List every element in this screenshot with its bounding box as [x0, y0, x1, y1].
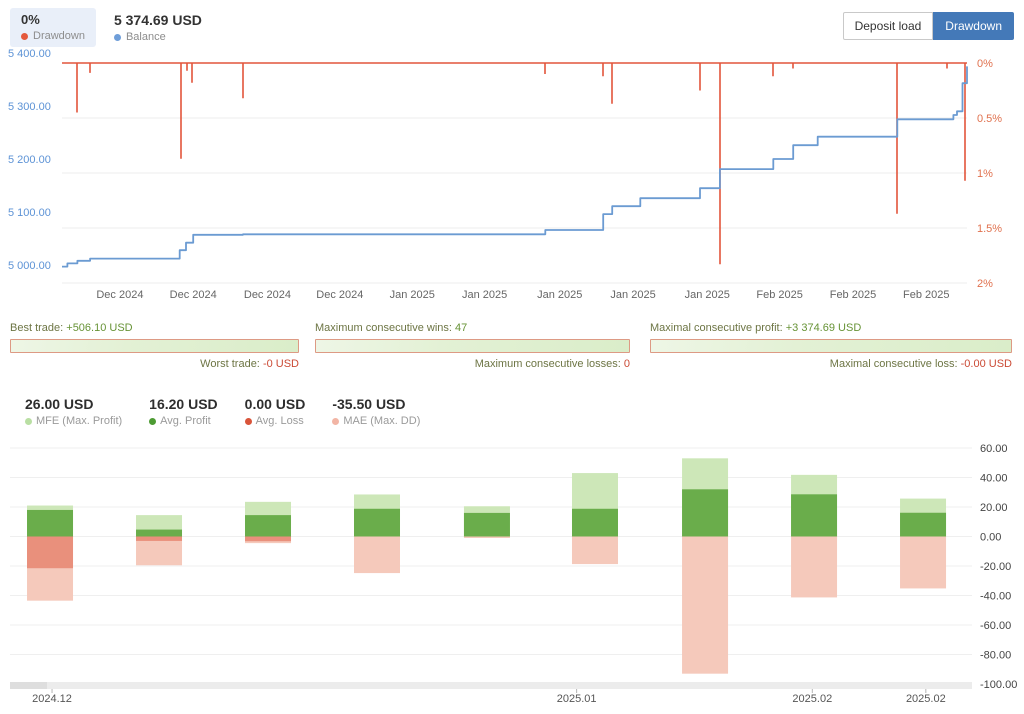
svg-text:-20.00: -20.00 [980, 561, 1011, 573]
max-consecutive-loss-label: Maximal consecutive loss: [829, 358, 958, 370]
svg-text:5 100.00: 5 100.00 [8, 207, 51, 219]
max-consecutive-profit-value: +3 374.69 USD [785, 322, 862, 334]
report-header: 0% Drawdown 5 374.69 USD Balance Deposit… [0, 0, 1024, 47]
svg-text:1%: 1% [977, 168, 993, 180]
stat-mae: -35.50 USD MAE (Max. DD) [332, 396, 420, 428]
svg-text:Dec 2024: Dec 2024 [316, 289, 363, 301]
max-consecutive-losses-label: Maximum consecutive losses: [474, 358, 621, 370]
avg-profit-label: Avg. Profit [160, 415, 211, 427]
svg-text:5 300.00: 5 300.00 [8, 101, 51, 113]
svg-text:-100.00: -100.00 [980, 679, 1017, 691]
drawdown-legend-chip[interactable]: 0% Drawdown [10, 8, 96, 47]
svg-text:-60.00: -60.00 [980, 620, 1011, 632]
max-consecutive-wins-label: Maximum consecutive wins: [315, 322, 452, 334]
balance-value: 5 374.69 USD [113, 12, 202, 28]
mae-value: -35.50 USD [332, 396, 406, 412]
svg-text:2025.01: 2025.01 [557, 693, 597, 705]
stat-mfe: 26.00 USD MFE (Max. Profit) [25, 396, 122, 428]
svg-text:Dec 2024: Dec 2024 [244, 289, 291, 301]
chart-scrollbar [10, 682, 972, 689]
svg-text:1.5%: 1.5% [977, 223, 1002, 235]
svg-text:Dec 2024: Dec 2024 [96, 289, 143, 301]
stat-avg-profit: 16.20 USD Avg. Profit [149, 396, 218, 428]
drawdown-percent-value: 0% [21, 12, 40, 27]
mfe-dot-icon [25, 417, 32, 425]
svg-text:0.5%: 0.5% [977, 113, 1002, 125]
max-consecutive-profit-label: Maximal consecutive profit: [650, 322, 783, 334]
consecutive-wins-panel: Maximum consecutive wins: 47 Maximum con… [315, 322, 630, 370]
svg-text:2025.02: 2025.02 [906, 693, 946, 705]
svg-text:2%: 2% [977, 278, 993, 290]
svg-text:Feb 2025: Feb 2025 [903, 289, 949, 301]
svg-text:-40.00: -40.00 [980, 591, 1011, 603]
svg-text:Jan 2025: Jan 2025 [685, 289, 730, 301]
mfe-mae-stats-row: 26.00 USD MFE (Max. Profit) 16.20 USD Av… [25, 396, 1024, 428]
balance-legend-chip[interactable]: 5 374.69 USD Balance [113, 8, 202, 43]
svg-text:0%: 0% [977, 58, 993, 70]
best-trade-label: Best trade: [10, 322, 64, 334]
svg-text:Jan 2025: Jan 2025 [390, 289, 435, 301]
svg-text:2025.02: 2025.02 [792, 693, 832, 705]
svg-text:40.00: 40.00 [980, 473, 1008, 485]
svg-text:Jan 2025: Jan 2025 [537, 289, 582, 301]
avg-loss-label: Avg. Loss [255, 415, 304, 427]
svg-text:Jan 2025: Jan 2025 [610, 289, 655, 301]
best-trade-value: +506.10 USD [66, 322, 133, 334]
consecutive-profit-panel: Maximal consecutive profit: +3 374.69 US… [650, 322, 1012, 370]
stat-avg-loss: 0.00 USD Avg. Loss [244, 396, 306, 428]
mfe-mae-chart: 60.00 40.00 20.00 0.00 -20.00 -40.00 -60.00 -80… [10, 443, 1017, 705]
avg-loss-dot-icon [244, 417, 252, 425]
best-worst-trade-bar [10, 339, 299, 353]
max-consecutive-losses-value: 0 [623, 358, 630, 370]
best-worst-trade-panel: Best trade: +506.10 USD Worst trade: -0 … [10, 322, 299, 370]
worst-trade-label: Worst trade: [200, 358, 260, 370]
consecutive-profit-bar [650, 339, 1012, 353]
worst-trade-value: -0 USD [262, 358, 299, 370]
svg-text:0.00: 0.00 [980, 532, 1001, 544]
max-consecutive-loss-value: -0.00 USD [960, 358, 1012, 370]
balance-dot-icon [113, 33, 121, 41]
svg-text:-80.00: -80.00 [980, 650, 1011, 662]
svg-text:5 400.00: 5 400.00 [8, 48, 51, 60]
svg-text:Jan 2025: Jan 2025 [462, 289, 507, 301]
trade-summary-panels: Best trade: +506.10 USD Worst trade: -0 … [10, 322, 1012, 370]
svg-text:2024.12: 2024.12 [32, 693, 72, 705]
deposit-load-button[interactable]: Deposit load [842, 12, 934, 40]
mfe-value: 26.00 USD [25, 396, 94, 412]
svg-text:20.00: 20.00 [980, 502, 1008, 514]
avg-loss-value: 0.00 USD [244, 396, 306, 412]
svg-text:Feb 2025: Feb 2025 [830, 289, 876, 301]
mfe-label: MFE (Max. Profit) [36, 415, 123, 427]
max-consecutive-wins-value: 47 [455, 322, 468, 334]
chart-mode-toggle: Deposit load Drawdown [842, 12, 1014, 40]
svg-text:5 200.00: 5 200.00 [8, 154, 51, 166]
drawdown-legend-label: Drawdown [21, 30, 85, 42]
mae-label: MAE (Max. DD) [343, 415, 421, 427]
drawdown-button[interactable]: Drawdown [933, 12, 1014, 40]
svg-text:Feb 2025: Feb 2025 [756, 289, 802, 301]
drawdown-dot-icon [21, 32, 28, 40]
avg-profit-value: 16.20 USD [149, 396, 218, 412]
balance-drawdown-chart: 0% 0.5% 1% 1.5% 2% 5 400.00 5 300.00 5 200.00 5 … [8, 48, 1002, 301]
svg-text:Dec 2024: Dec 2024 [170, 289, 217, 301]
consecutive-wins-bar [315, 339, 630, 353]
svg-text:60.00: 60.00 [980, 443, 1008, 455]
balance-legend-label: Balance [113, 31, 202, 43]
svg-text:5 000.00: 5 000.00 [8, 260, 51, 272]
mae-dot-icon [332, 417, 340, 425]
avg-profit-dot-icon [149, 417, 157, 425]
